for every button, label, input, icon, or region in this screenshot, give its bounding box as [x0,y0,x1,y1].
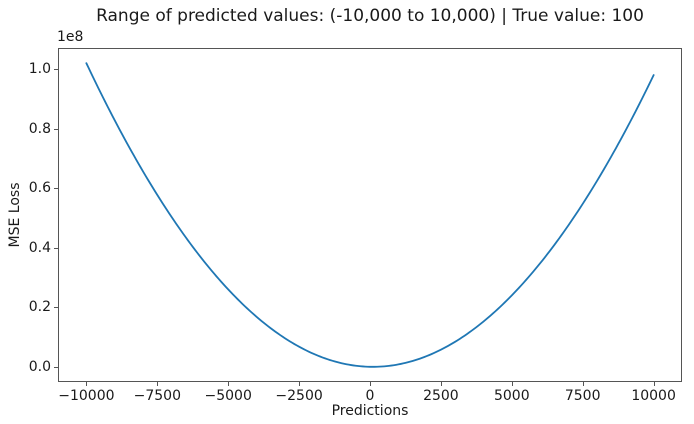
x-tick-label: −10000 [58,388,115,404]
x-tick-label: 0 [365,388,375,404]
x-tick-label: 2500 [423,388,459,404]
chart-title: Range of predicted values: (-10,000 to 1… [96,6,644,26]
y-tick-label: 0.0 [28,358,51,375]
x-tick-label: 7500 [564,388,601,404]
x-tick-label: −5000 [204,388,252,404]
mse-curve [85,62,655,368]
y-tick-label: 0.8 [28,120,51,137]
x-tick-label: 5000 [493,388,530,404]
axes-spines [58,48,682,382]
x-tick-label: −7500 [133,388,181,404]
x-axis-label: Predictions [331,403,409,419]
y-tick-label: 1.0 [28,61,51,78]
y-tick-label: 0.6 [28,180,51,197]
x-tick-label: −2500 [275,388,323,404]
x-tick-label: 10000 [631,388,676,404]
y-axis-offset-label: 1e8 [57,29,84,45]
y-tick-label: 0.2 [28,299,51,316]
y-tick-label: 0.4 [28,239,51,256]
